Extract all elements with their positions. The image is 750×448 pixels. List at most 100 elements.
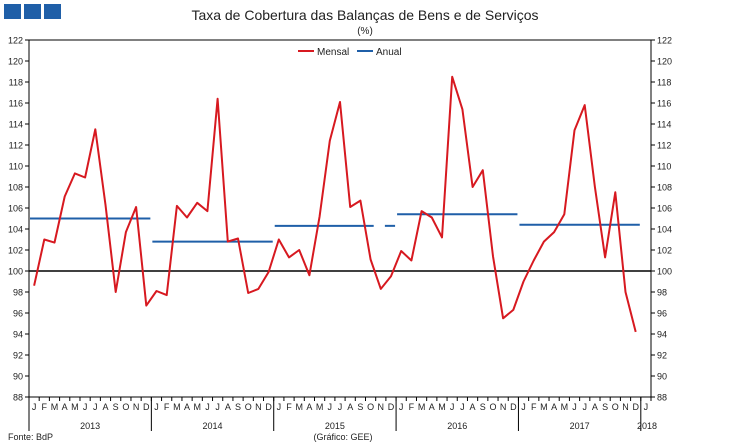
y-tick-label-left: 100 [8, 267, 23, 277]
month-label: A [62, 402, 68, 412]
y-tick-label-right: 102 [657, 246, 672, 256]
y-tick-label-left: 108 [8, 183, 23, 193]
month-label: N [133, 402, 140, 412]
month-label: M [295, 402, 303, 412]
y-tick-label-left: 102 [8, 246, 23, 256]
month-label: M [561, 402, 569, 412]
month-label: N [255, 402, 262, 412]
y-tick-label-right: 114 [657, 120, 671, 130]
month-label: A [102, 402, 108, 412]
month-label: J [83, 402, 88, 412]
source-note: Fonte: BdP [8, 432, 53, 442]
y-tick-label-left: 94 [13, 330, 23, 340]
month-label: O [122, 402, 129, 412]
month-label: J [582, 402, 587, 412]
y-tick-label-right: 110 [657, 162, 671, 172]
month-label: J [450, 402, 455, 412]
y-tick-label-right: 118 [657, 78, 671, 88]
month-label: M [193, 402, 201, 412]
y-tick-label-right: 106 [657, 204, 672, 214]
month-label: M [540, 402, 548, 412]
month-label: F [286, 402, 292, 412]
month-label: J [328, 402, 333, 412]
plot-area [29, 75, 651, 333]
month-label: M [71, 402, 79, 412]
month-label: A [347, 402, 353, 412]
credit-note: (Gráfico: GEE) [313, 432, 372, 442]
month-label: J [644, 402, 649, 412]
y-tick-label-right: 88 [657, 393, 667, 403]
month-label: A [592, 402, 598, 412]
month-label: M [438, 402, 446, 412]
y-tick-label-right: 104 [657, 225, 672, 235]
y-tick-label-left: 88 [13, 393, 23, 403]
month-label: J [215, 402, 220, 412]
month-label: J [572, 402, 577, 412]
month-label: D [510, 402, 517, 412]
y-tick-label-left: 110 [9, 162, 23, 172]
y-tick-label-left: 106 [8, 204, 23, 214]
y-tick-label-right: 96 [657, 309, 667, 319]
y-tick-label-right: 100 [657, 267, 672, 277]
month-label: F [42, 402, 48, 412]
month-label: A [184, 402, 190, 412]
month-label: A [551, 402, 557, 412]
month-label: O [245, 402, 252, 412]
y-tick-label-left: 112 [9, 141, 23, 151]
year-label: 2017 [570, 421, 590, 431]
y-tick-label-left: 90 [13, 372, 23, 382]
y-tick-label-right: 116 [657, 99, 671, 109]
mensal-series-line [33, 75, 637, 333]
y-tick-label-right: 92 [657, 351, 667, 361]
month-label: S [480, 402, 486, 412]
month-label: S [235, 402, 241, 412]
y-tick-label-left: 116 [9, 99, 23, 109]
month-label: S [113, 402, 119, 412]
month-label: N [500, 402, 507, 412]
month-label: F [409, 402, 415, 412]
month-label: J [154, 402, 159, 412]
y-tick-label-left: 122 [8, 36, 23, 46]
month-label: J [399, 402, 404, 412]
logo-square [4, 4, 21, 19]
y-tick-label-right: 90 [657, 372, 667, 382]
month-label: M [418, 402, 426, 412]
year-label: 2016 [447, 421, 467, 431]
month-label: M [51, 402, 59, 412]
month-label: M [316, 402, 324, 412]
axes [28, 39, 652, 398]
legend-anual-label: Anual [376, 47, 402, 58]
year-label: 2013 [80, 421, 100, 431]
y-tick-label-right: 98 [657, 288, 667, 298]
month-label: J [521, 402, 526, 412]
month-label: N [622, 402, 629, 412]
legend: Mensal Anual [298, 47, 402, 58]
year-label: 2015 [325, 421, 345, 431]
y-tick-label-left: 104 [8, 225, 23, 235]
month-label: S [602, 402, 608, 412]
year-label: 2014 [203, 421, 223, 431]
y-tick-label-left: 96 [13, 309, 23, 319]
chart-subtitle: (%) [357, 26, 373, 37]
y-tick-label-left: 92 [13, 351, 23, 361]
y-tick-label-right: 120 [657, 57, 672, 67]
month-label: N [378, 402, 385, 412]
month-label: S [357, 402, 363, 412]
month-label: O [612, 402, 619, 412]
month-label: J [338, 402, 343, 412]
month-label: D [632, 402, 639, 412]
chart-title: Taxa de Cobertura das Balanças de Bens e… [191, 7, 538, 23]
y-tick-label-right: 122 [657, 36, 672, 46]
legend-mensal-label: Mensal [317, 47, 349, 58]
month-label: J [460, 402, 465, 412]
month-label: A [225, 402, 231, 412]
month-label: J [32, 402, 37, 412]
y-tick-label-left: 114 [9, 120, 23, 130]
month-label: D [388, 402, 395, 412]
y-tick-label-left: 98 [13, 288, 23, 298]
plot-frame [28, 39, 652, 398]
month-label: O [367, 402, 374, 412]
month-label: D [143, 402, 150, 412]
